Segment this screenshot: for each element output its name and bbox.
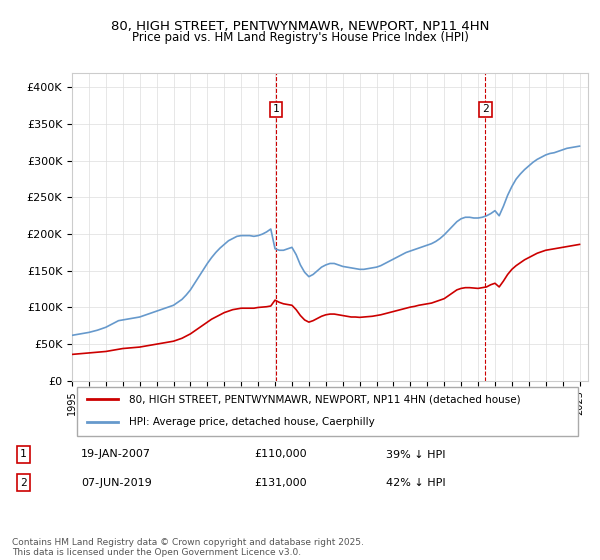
Text: 1: 1 bbox=[20, 450, 27, 460]
Text: 19-JAN-2007: 19-JAN-2007 bbox=[81, 450, 151, 460]
Text: HPI: Average price, detached house, Caerphilly: HPI: Average price, detached house, Caer… bbox=[129, 417, 374, 427]
Text: £131,000: £131,000 bbox=[254, 478, 307, 488]
Text: Price paid vs. HM Land Registry's House Price Index (HPI): Price paid vs. HM Land Registry's House … bbox=[131, 31, 469, 44]
Text: Contains HM Land Registry data © Crown copyright and database right 2025.
This d: Contains HM Land Registry data © Crown c… bbox=[12, 538, 364, 557]
Text: 2: 2 bbox=[20, 478, 27, 488]
Text: 2: 2 bbox=[482, 105, 489, 114]
Text: 39% ↓ HPI: 39% ↓ HPI bbox=[386, 450, 446, 460]
FancyBboxPatch shape bbox=[77, 388, 578, 436]
Text: 80, HIGH STREET, PENTWYNMAWR, NEWPORT, NP11 4HN: 80, HIGH STREET, PENTWYNMAWR, NEWPORT, N… bbox=[111, 20, 489, 32]
Text: 1: 1 bbox=[272, 105, 279, 114]
Text: 80, HIGH STREET, PENTWYNMAWR, NEWPORT, NP11 4HN (detached house): 80, HIGH STREET, PENTWYNMAWR, NEWPORT, N… bbox=[129, 394, 520, 404]
Text: 42% ↓ HPI: 42% ↓ HPI bbox=[386, 478, 446, 488]
Text: 07-JUN-2019: 07-JUN-2019 bbox=[81, 478, 152, 488]
Text: £110,000: £110,000 bbox=[254, 450, 307, 460]
